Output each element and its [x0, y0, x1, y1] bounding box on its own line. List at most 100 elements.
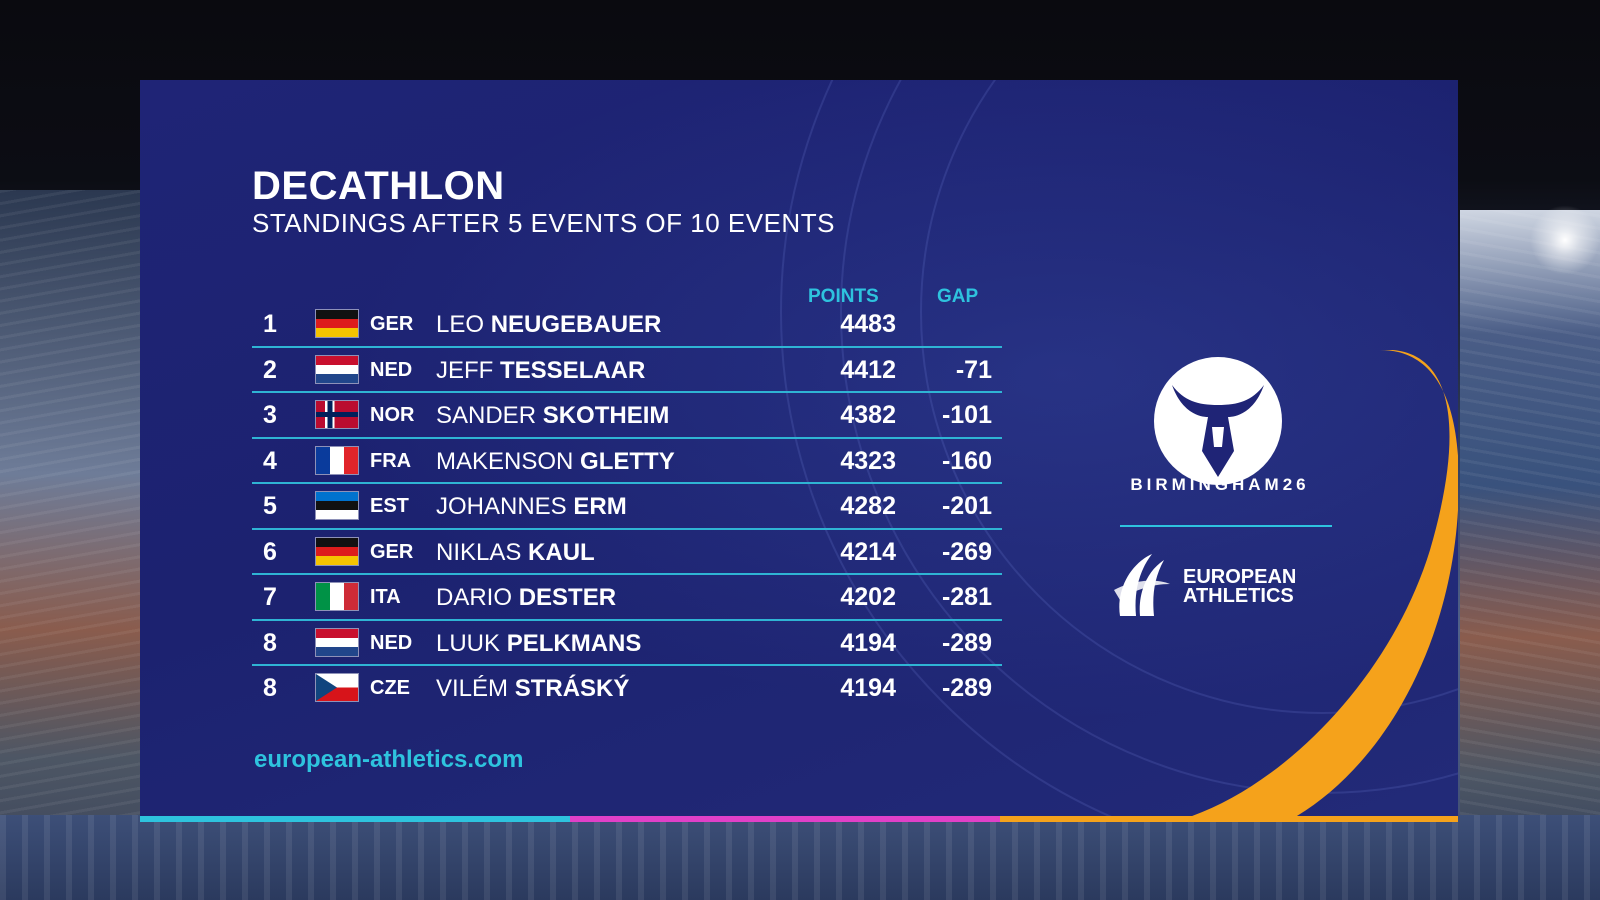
standings-panel: DECATHLON STANDINGS AFTER 5 EVENTS OF 10…	[140, 80, 1458, 816]
crowd-bottom	[0, 815, 1600, 900]
nation-code: NED	[370, 358, 413, 381]
netherlands-flag-icon	[316, 628, 358, 656]
athlete-first-name: LUUK	[436, 629, 501, 657]
gap-value: -160	[941, 446, 992, 475]
czechia-flag-icon	[316, 674, 358, 701]
stadium-stand-left	[0, 190, 140, 900]
germany-flag-icon	[316, 537, 358, 565]
color-bar-orange	[1000, 816, 1458, 822]
athlete-last-name: NEUGEBAUER	[490, 311, 662, 338]
wordmark-line-1: EUROPEAN	[1183, 566, 1297, 588]
athlete-last-name: TESSELAAR	[500, 356, 646, 384]
floodlight	[1530, 205, 1600, 275]
rank-number: 1	[263, 310, 277, 338]
points-value: 4214	[840, 537, 896, 566]
athlete-first-name: MAKENSON	[436, 447, 574, 475]
standings-row: 7 ITA DARIO DESTER 4202 -281	[252, 575, 1002, 621]
european-athletics-symbol-icon	[1114, 554, 1170, 616]
page-title: DECATHLON	[252, 164, 505, 208]
athlete-last-name: STRÁSKÝ	[514, 675, 630, 702]
athlete-name: LUUK PELKMANS	[436, 630, 641, 658]
france-flag-icon	[316, 446, 358, 474]
athlete-last-name: SKOTHEIM	[542, 402, 670, 429]
athlete-last-name: ERM	[573, 493, 627, 520]
athlete-first-name: NIKLAS	[436, 538, 522, 566]
standings-row: 8 NED LUUK PELKMANS 4194 -289	[252, 621, 1002, 666]
nation-code: NOR	[370, 404, 415, 426]
athlete-first-name: DARIO	[436, 584, 513, 611]
color-bar-cyan	[140, 816, 570, 822]
norway-flag-icon	[316, 401, 358, 428]
points-value: 4194	[840, 628, 896, 657]
points-value: 4282	[840, 492, 896, 520]
nation-code: ITA	[370, 586, 401, 608]
birmingham-logo-text: BIRMINGHAM26	[1130, 475, 1310, 494]
rank-number: 6	[263, 537, 277, 566]
points-column-header: POINTS	[808, 286, 879, 307]
athlete-name: SANDER SKOTHEIM	[436, 402, 669, 430]
standings-row: 4 FRA MAKENSON GLETTY 4323 -160	[252, 439, 1002, 484]
european-athletics-wordmark: EUROPEAN ATHLETICS	[1183, 566, 1297, 607]
athlete-first-name: SANDER	[436, 402, 537, 429]
birmingham-bull-logo	[1154, 357, 1282, 485]
gap-value: -71	[955, 355, 992, 384]
athlete-name: DARIO DESTER	[436, 584, 616, 612]
points-value: 4412	[840, 355, 896, 384]
points-value: 4382	[840, 401, 896, 429]
gap-value: -101	[941, 401, 992, 429]
stadium-stand-right	[1460, 210, 1600, 900]
color-bar-magenta	[570, 816, 1000, 822]
netherlands-flag-icon	[316, 355, 358, 383]
rank-number: 3	[263, 401, 277, 429]
nation-code: FRA	[370, 449, 412, 472]
standings-row: 2 NED JEFF TESSELAAR 4412 -71	[252, 348, 1002, 393]
athlete-first-name: JEFF	[436, 356, 494, 384]
athlete-name: VILÉM STRÁSKÝ	[436, 675, 629, 703]
gap-column-header: GAP	[937, 286, 979, 307]
athlete-name: JEFF TESSELAAR	[436, 357, 645, 385]
athlete-name: MAKENSON GLETTY	[436, 448, 675, 476]
gap-value: -269	[941, 537, 992, 566]
rank-number: 8	[263, 628, 277, 657]
points-value: 4194	[840, 674, 896, 702]
athlete-name: LEO NEUGEBAUER	[436, 311, 661, 339]
nation-code: GER	[370, 540, 414, 563]
rank-number: 7	[263, 583, 277, 611]
athlete-last-name: GLETTY	[580, 447, 675, 475]
website-link[interactable]: european-athletics.com	[254, 746, 524, 773]
points-value: 4323	[840, 446, 896, 475]
rank-number: 4	[263, 446, 277, 475]
italy-flag-icon	[316, 583, 358, 610]
page-subtitle: STANDINGS AFTER 5 EVENTS OF 10 EVENTS	[252, 208, 835, 238]
standings-row: 8 CZE VILÉM STRÁSKÝ 4194 -289	[252, 666, 1002, 710]
standings-row: 5 EST JOHANNES ERM 4282 -201	[252, 484, 1002, 530]
athlete-last-name: KAUL	[528, 538, 595, 566]
gap-value: -281	[941, 583, 992, 611]
standings-row: 3 NOR SANDER SKOTHEIM 4382 -101	[252, 393, 1002, 439]
brand-divider	[1120, 525, 1332, 527]
gap-value: -289	[941, 628, 992, 657]
athlete-name: JOHANNES ERM	[436, 493, 627, 521]
athlete-name: NIKLAS KAUL	[436, 539, 595, 567]
gap-value: -289	[941, 674, 992, 702]
gap-value: -201	[941, 492, 992, 520]
rank-number: 2	[263, 355, 277, 384]
standings-table: 1 GER LEO NEUGEBAUER 4483 2 NED JEFF TESSELAAR…	[252, 302, 1002, 710]
wordmark-line-2: ATHLETICS	[1183, 585, 1294, 607]
athlete-last-name: DESTER	[518, 584, 617, 611]
nation-code: CZE	[370, 677, 410, 699]
rank-number: 5	[263, 492, 277, 520]
estonia-flag-icon	[316, 492, 358, 519]
points-value: 4202	[840, 583, 896, 611]
rank-number: 8	[263, 674, 277, 702]
nation-code: EST	[370, 495, 409, 517]
athlete-first-name: LEO	[436, 311, 485, 338]
nation-code: GER	[370, 313, 414, 335]
nation-code: NED	[370, 631, 413, 654]
orange-swoosh	[1191, 350, 1458, 816]
athlete-first-name: VILÉM	[436, 675, 509, 702]
standings-row: 6 GER NIKLAS KAUL 4214 -269	[252, 530, 1002, 575]
athlete-first-name: JOHANNES	[436, 493, 567, 520]
points-value: 4483	[840, 310, 896, 338]
czechia-flag-shape	[316, 674, 358, 701]
